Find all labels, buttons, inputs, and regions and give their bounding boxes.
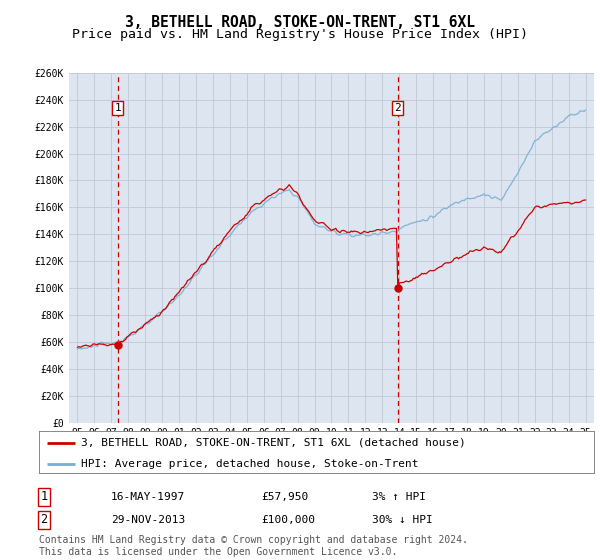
Text: £100,000: £100,000 bbox=[261, 515, 315, 525]
Text: HPI: Average price, detached house, Stoke-on-Trent: HPI: Average price, detached house, Stok… bbox=[80, 459, 418, 469]
Text: 1: 1 bbox=[40, 490, 47, 503]
Text: 2: 2 bbox=[394, 103, 401, 113]
Text: Price paid vs. HM Land Registry's House Price Index (HPI): Price paid vs. HM Land Registry's House … bbox=[72, 28, 528, 41]
Text: 29-NOV-2013: 29-NOV-2013 bbox=[111, 515, 185, 525]
Text: 30% ↓ HPI: 30% ↓ HPI bbox=[372, 515, 433, 525]
Text: £57,950: £57,950 bbox=[261, 492, 308, 502]
Text: 1: 1 bbox=[114, 103, 121, 113]
Text: 2: 2 bbox=[40, 513, 47, 526]
Text: 3% ↑ HPI: 3% ↑ HPI bbox=[372, 492, 426, 502]
Text: 3, BETHELL ROAD, STOKE-ON-TRENT, ST1 6XL: 3, BETHELL ROAD, STOKE-ON-TRENT, ST1 6XL bbox=[125, 15, 475, 30]
Text: 16-MAY-1997: 16-MAY-1997 bbox=[111, 492, 185, 502]
Text: Contains HM Land Registry data © Crown copyright and database right 2024.
This d: Contains HM Land Registry data © Crown c… bbox=[39, 535, 468, 557]
Text: 3, BETHELL ROAD, STOKE-ON-TRENT, ST1 6XL (detached house): 3, BETHELL ROAD, STOKE-ON-TRENT, ST1 6XL… bbox=[80, 437, 466, 447]
